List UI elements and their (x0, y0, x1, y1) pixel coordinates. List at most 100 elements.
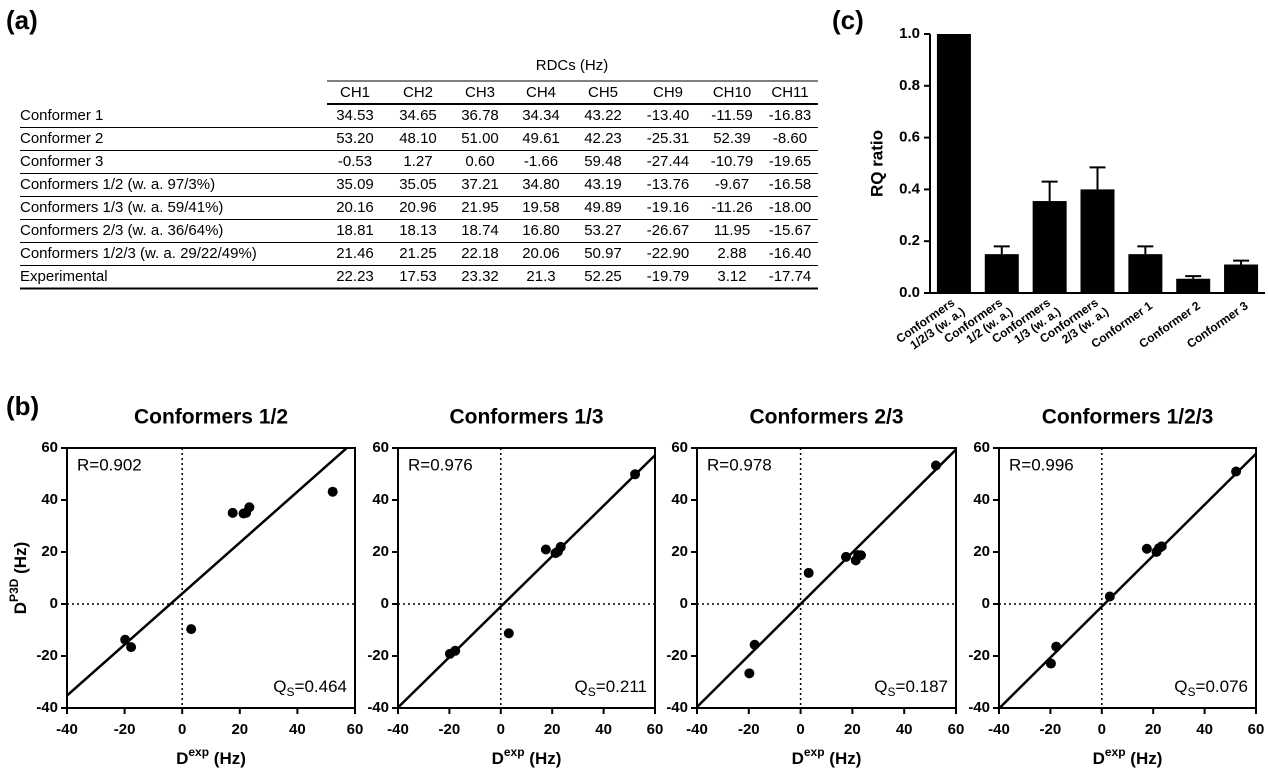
y-tick-label: -40 (36, 699, 58, 716)
q-sub: S (888, 685, 896, 699)
cell: -8.60 (773, 130, 807, 147)
column-header: CH9 (653, 84, 683, 101)
cell: -16.83 (769, 107, 812, 124)
cell: 49.61 (522, 130, 560, 147)
error-bar (1137, 245, 1154, 255)
y-tick-label: 60 (671, 439, 688, 456)
cell: -13.76 (647, 176, 690, 193)
y-tick-label: 0 (982, 595, 990, 612)
x-tick-label: 0 (178, 721, 186, 738)
cell: 21.25 (399, 245, 437, 262)
cell: 52.39 (713, 130, 751, 147)
y-tick-label: -20 (968, 647, 990, 664)
cell: -10.79 (711, 153, 754, 170)
point (238, 508, 249, 519)
y-tick-label: 20 (671, 543, 688, 560)
cell: 49.89 (584, 199, 622, 216)
x-tick-label: -40 (988, 721, 1010, 738)
point (749, 639, 760, 650)
cell: 2.88 (717, 245, 746, 262)
point (1151, 546, 1162, 557)
label-unit: (Hz) (209, 749, 246, 768)
row-name: Conformers 2/3 (w. a. 36/64%) (20, 222, 223, 239)
cell: 34.80 (522, 176, 560, 193)
row-name: Conformers 1/3 (w. a. 59/41%) (20, 199, 223, 216)
cell: -16.40 (769, 245, 812, 262)
column-header: CH11 (771, 84, 808, 101)
bar (1128, 254, 1163, 293)
x-tick-label: 20 (1145, 721, 1162, 738)
bar (1080, 189, 1115, 293)
y-tick-label: 1.0 (899, 25, 920, 42)
cell: -19.65 (769, 153, 812, 170)
cell: 21.46 (336, 245, 374, 262)
cell: 34.53 (336, 107, 374, 124)
x-tick-label: -20 (738, 721, 760, 738)
x-tick-label: 20 (844, 721, 861, 738)
x-tick-label: 20 (544, 721, 561, 738)
point (327, 486, 338, 497)
y-tick-label: 20 (41, 543, 58, 560)
y-tick-label: 0 (680, 595, 688, 612)
q-symbol: Q (273, 677, 286, 696)
cell: 18.81 (336, 222, 374, 239)
label-unit: (Hz) (525, 749, 562, 768)
cell: 17.53 (399, 268, 437, 285)
column-header: CH10 (713, 84, 751, 101)
cell: 11.95 (714, 222, 750, 239)
column-header: CH2 (403, 84, 433, 101)
cell: 22.18 (461, 245, 499, 262)
chart-title: Conformers 2/3 (749, 406, 903, 429)
point (186, 624, 197, 635)
q-symbol: Q (1174, 677, 1187, 696)
cell: 35.09 (336, 176, 374, 193)
y-tick-label: -20 (36, 647, 58, 664)
y-tick-label: 60 (372, 439, 389, 456)
cell: -13.40 (647, 107, 690, 124)
q-annotation: QS=0.211 (575, 677, 647, 699)
column-header: CH1 (340, 84, 370, 101)
bar (936, 34, 971, 293)
point (1231, 466, 1242, 477)
cell: 20.96 (399, 199, 437, 216)
cell: -15.67 (769, 222, 812, 239)
cell: -17.74 (769, 268, 812, 285)
q-annotation: QS=0.464 (273, 677, 347, 699)
cell: 36.78 (461, 107, 499, 124)
x-tick-label: 20 (231, 721, 248, 738)
row-name: Conformer 1 (20, 107, 103, 124)
cell: 35.05 (399, 176, 437, 193)
label-sup: exp (504, 745, 525, 759)
cell: -11.59 (711, 107, 752, 124)
cell: 34.34 (522, 107, 560, 124)
point (1045, 658, 1056, 669)
label-unit: (Hz) (825, 749, 862, 768)
cell: 21.95 (461, 199, 499, 216)
cell: 53.27 (584, 222, 622, 239)
cell: -18.00 (769, 199, 812, 216)
q-sub: S (287, 685, 295, 699)
cell: 19.58 (522, 199, 560, 216)
plot-frame (696, 447, 957, 709)
point (930, 460, 941, 471)
cell: 18.13 (399, 222, 437, 239)
x-tick-label: -40 (686, 721, 708, 738)
label-base: D (492, 749, 504, 768)
panel-label: (c) (832, 5, 864, 35)
bar (1176, 278, 1211, 293)
error-bar (1089, 166, 1106, 190)
q-value: =0.076 (1196, 677, 1248, 696)
fit-line (999, 452, 1256, 708)
y-tick-label: 0.2 (899, 232, 920, 249)
bar (984, 254, 1019, 293)
axis-label: Dexp (Hz) (492, 745, 562, 768)
r-annotation: R=0.978 (707, 455, 772, 474)
error-bar (1041, 180, 1058, 202)
point (1141, 543, 1152, 554)
axis-label: Dexp (Hz) (1093, 745, 1163, 768)
fit-line (67, 448, 349, 697)
cell: 3.12 (717, 268, 746, 285)
y-tick-label: -40 (968, 699, 990, 716)
